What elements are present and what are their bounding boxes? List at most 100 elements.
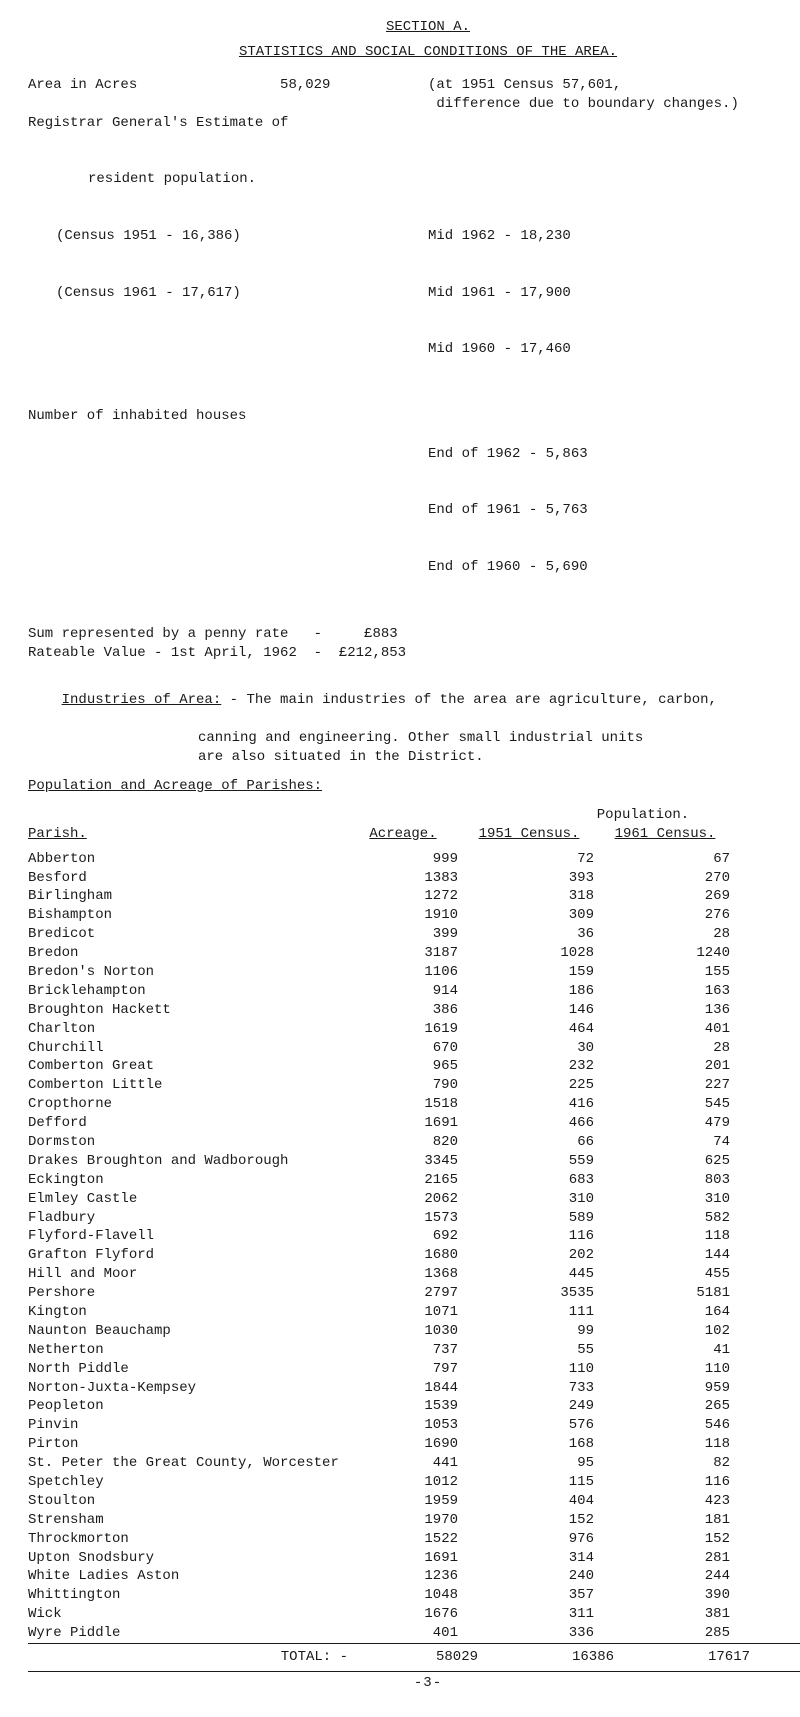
total-label: TOTAL: - xyxy=(28,1648,368,1667)
table-row: Bricklehampton914186163 xyxy=(28,982,800,1001)
parish-name: Naunton Beauchamp xyxy=(28,1322,348,1341)
parish-census-1961: 201 xyxy=(600,1057,736,1076)
total-row: TOTAL: - 58029 16386 17617 xyxy=(28,1643,800,1672)
parish-census-1951: 589 xyxy=(464,1209,600,1228)
parish-census-1951: 115 xyxy=(464,1473,600,1492)
table-row: Throckmorton1522976152 xyxy=(28,1530,800,1549)
parish-acreage: 3345 xyxy=(348,1152,464,1171)
parish-name: Pinvin xyxy=(28,1416,348,1435)
parish-acreage: 2165 xyxy=(348,1171,464,1190)
parish-acreage: 1518 xyxy=(348,1095,464,1114)
registrar-b: resident population. xyxy=(28,170,428,189)
parish-census-1961: 625 xyxy=(600,1152,736,1171)
table-row: Stoulton1959404423 xyxy=(28,1492,800,1511)
parish-acreage: 2062 xyxy=(348,1190,464,1209)
parish-census-1961: 164 xyxy=(600,1303,736,1322)
parish-census-1961: 479 xyxy=(600,1114,736,1133)
parish-census-1961: 310 xyxy=(600,1190,736,1209)
parish-census-1951: 416 xyxy=(464,1095,600,1114)
parish-name: Eckington xyxy=(28,1171,348,1190)
rates-block: Sum represented by a penny rate - £883 R… xyxy=(28,625,800,663)
parish-census-1961: 28 xyxy=(600,925,736,944)
parish-name: Bredon xyxy=(28,944,348,963)
parish-census-1951: 3535 xyxy=(464,1284,600,1303)
population-label: Population. xyxy=(458,806,800,825)
parish-acreage: 1106 xyxy=(348,963,464,982)
parish-name: Norton-Juxta-Kempsey xyxy=(28,1379,348,1398)
parish-census-1961: 181 xyxy=(600,1511,736,1530)
table-row: North Piddle797110110 xyxy=(28,1360,800,1379)
table-row: Grafton Flyford1680202144 xyxy=(28,1246,800,1265)
parish-acreage: 1959 xyxy=(348,1492,464,1511)
penny-rate: Sum represented by a penny rate - £883 xyxy=(28,625,800,644)
parish-name: Abberton xyxy=(28,850,348,869)
parish-name: Wick xyxy=(28,1605,348,1624)
parish-acreage: 401 xyxy=(348,1624,464,1643)
houses-label: Number of inhabited houses xyxy=(28,407,428,615)
table-row: Charlton1619464401 xyxy=(28,1020,800,1039)
table-row: Abberton9997267 xyxy=(28,850,800,869)
parish-acreage: 1676 xyxy=(348,1605,464,1624)
parish-census-1951: 240 xyxy=(464,1567,600,1586)
table-row: Eckington2165683803 xyxy=(28,1171,800,1190)
parish-census-1961: 401 xyxy=(600,1020,736,1039)
registrar-a: Registrar General's Estimate of xyxy=(28,114,800,133)
total-acre: 58029 xyxy=(368,1648,484,1667)
parish-census-1961: 28 xyxy=(600,1039,736,1058)
parish-name: Whittington xyxy=(28,1586,348,1605)
total-c61: 17617 xyxy=(620,1648,756,1667)
pop-heading: Population and Acreage of Parishes: xyxy=(28,777,800,796)
parish-census-1961: 163 xyxy=(600,982,736,1001)
parish-census-1951: 309 xyxy=(464,906,600,925)
parish-table: Abberton9997267Besford1383393270Birlingh… xyxy=(28,850,800,1643)
parish-name: Comberton Great xyxy=(28,1057,348,1076)
table-row: Broughton Hackett386146136 xyxy=(28,1001,800,1020)
parish-census-1961: 116 xyxy=(600,1473,736,1492)
parish-census-1951: 733 xyxy=(464,1379,600,1398)
parish-name: Spetchley xyxy=(28,1473,348,1492)
parish-acreage: 386 xyxy=(348,1001,464,1020)
parish-census-1961: 136 xyxy=(600,1001,736,1020)
parish-census-1951: 111 xyxy=(464,1303,600,1322)
parish-census-1951: 110 xyxy=(464,1360,600,1379)
parish-acreage: 1691 xyxy=(348,1114,464,1133)
parish-census-1951: 36 xyxy=(464,925,600,944)
parish-census-1961: 959 xyxy=(600,1379,736,1398)
parish-census-1951: 310 xyxy=(464,1190,600,1209)
parish-name: Hill and Moor xyxy=(28,1265,348,1284)
parish-census-1961: 118 xyxy=(600,1227,736,1246)
parish-census-1961: 155 xyxy=(600,963,736,982)
parish-name: Cropthorne xyxy=(28,1095,348,1114)
parish-acreage: 1012 xyxy=(348,1473,464,1492)
parish-census-1951: 464 xyxy=(464,1020,600,1039)
table-row: Bredon's Norton1106159155 xyxy=(28,963,800,982)
parish-census-1951: 95 xyxy=(464,1454,600,1473)
parish-census-1961: 118 xyxy=(600,1435,736,1454)
end-1961: End of 1961 - 5,763 xyxy=(428,501,800,520)
parish-census-1961: 381 xyxy=(600,1605,736,1624)
parish-census-1951: 976 xyxy=(464,1530,600,1549)
table-row: Netherton7375541 xyxy=(28,1341,800,1360)
parish-census-1951: 30 xyxy=(464,1039,600,1058)
parish-acreage: 1680 xyxy=(348,1246,464,1265)
parish-census-1961: 102 xyxy=(600,1322,736,1341)
area-right-a: (at 1951 Census 57,601, xyxy=(428,76,800,95)
houses-block: Number of inhabited houses End of 1962 -… xyxy=(28,407,800,615)
parish-census-1951: 186 xyxy=(464,982,600,1001)
parish-name: Besford xyxy=(28,869,348,888)
parish-name: Grafton Flyford xyxy=(28,1246,348,1265)
parish-census-1961: 265 xyxy=(600,1397,736,1416)
industries-b: canning and engineering. Other small ind… xyxy=(28,729,800,748)
parish-name: Birlingham xyxy=(28,887,348,906)
parish-census-1961: 423 xyxy=(600,1492,736,1511)
industries-c: are also situated in the District. xyxy=(28,748,800,767)
parish-acreage: 399 xyxy=(348,925,464,944)
parish-acreage: 2797 xyxy=(348,1284,464,1303)
table-row: Pirton1690168118 xyxy=(28,1435,800,1454)
parish-name: White Ladies Aston xyxy=(28,1567,348,1586)
parish-census-1951: 576 xyxy=(464,1416,600,1435)
table-row: Pinvin1053576546 xyxy=(28,1416,800,1435)
parish-census-1951: 683 xyxy=(464,1171,600,1190)
parish-census-1961: 227 xyxy=(600,1076,736,1095)
parish-acreage: 820 xyxy=(348,1133,464,1152)
